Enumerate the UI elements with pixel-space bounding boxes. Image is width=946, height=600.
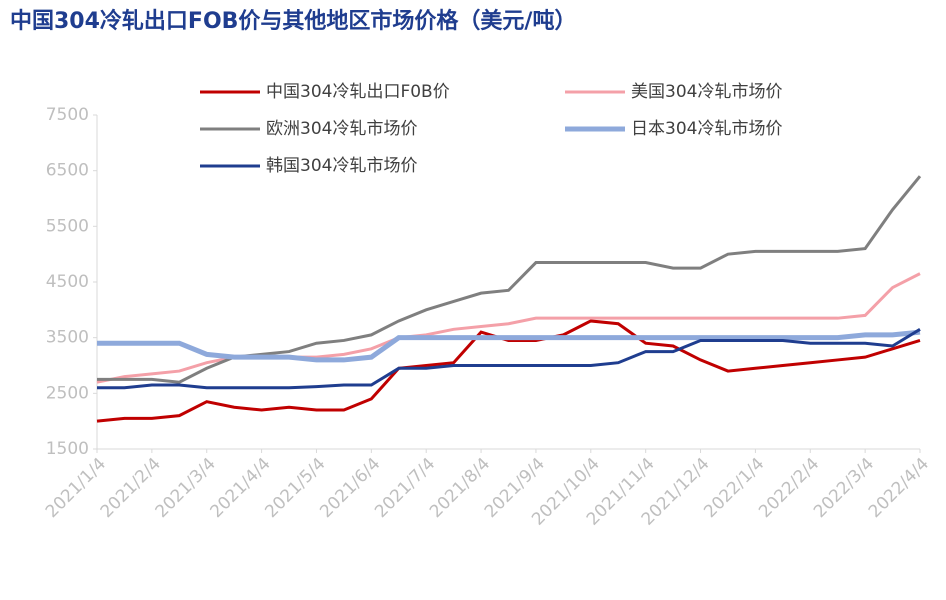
series-line <box>97 328 921 390</box>
legend-label: 中国304冷轧出口F0B价 <box>266 82 450 102</box>
y-tick-label: 7500 <box>46 105 89 125</box>
x-tick-label: 2022/4/4 <box>865 454 933 522</box>
y-tick-label: 1500 <box>46 439 89 459</box>
legend-label: 日本304冷轧市场价 <box>631 119 782 139</box>
y-tick-label: 4500 <box>46 272 89 292</box>
legend-label: 美国304冷轧市场价 <box>631 82 782 102</box>
legend-label: 韩国304冷轧市场价 <box>266 156 417 176</box>
y-tick-label: 2500 <box>46 383 89 403</box>
series-line <box>96 319 921 423</box>
series-line <box>97 175 922 384</box>
chart-title: 中国304冷轧出口FOB价与其他地区市场价格（美元/吨） <box>10 8 576 34</box>
y-tick-label: 6500 <box>46 161 89 181</box>
y-tick-label: 5500 <box>46 216 89 236</box>
series-line <box>97 329 921 363</box>
y-tick-label: 3500 <box>46 328 89 348</box>
legend-label: 欧洲304冷轧市场价 <box>266 119 417 139</box>
